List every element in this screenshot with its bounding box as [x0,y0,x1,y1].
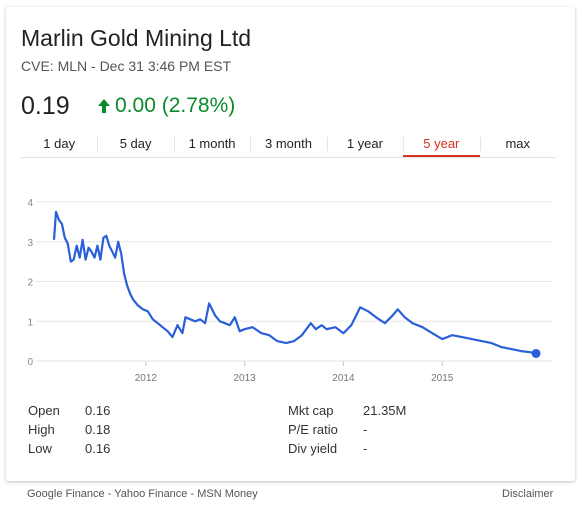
y-tick-label: 4 [27,198,33,209]
stat-label: P/E ratio [288,422,338,437]
stat-low: Low 0.16 [28,441,110,456]
stat-label: Div yield [288,441,338,456]
series-line [52,210,537,355]
stat-label: Mkt cap [288,403,334,418]
x-tick-label: 2015 [431,373,454,384]
ticker-timestamp: CVE: MLN - Dec 31 3:46 PM EST [21,58,232,74]
tab-5-day[interactable]: 5 day [97,133,173,157]
stat-label: High [28,422,55,437]
range-tabs: 1 day 5 day 1 month 3 month 1 year 5 yea… [21,133,556,158]
y-tick-label: 3 [27,238,33,249]
current-price: 0.19 [21,92,70,120]
stat-div-yield: Div yield - [288,441,367,456]
y-axis: 0 1 2 3 4 [27,198,33,368]
stat-mkt-cap: Mkt cap 21.35M [288,403,406,418]
stat-value: 0.18 [85,422,111,437]
y-tick-label: 1 [27,317,33,328]
stat-value: 0.16 [85,441,111,456]
tab-1-month[interactable]: 1 month [173,133,250,157]
up-arrow-icon [98,99,110,113]
price-chart: 0 1 2 3 4 2012 2013 2014 2015 [27,198,552,384]
tab-max[interactable]: max [479,133,556,157]
stat-value: 21.35M [363,403,407,418]
tab-1-day[interactable]: 1 day [43,136,76,151]
x-tick-label: 2013 [234,373,257,384]
x-axis: 2012 2013 2014 2015 [135,361,454,384]
tab-1-year[interactable]: 1 year [326,133,403,157]
stat-value: - [363,441,368,456]
stat-high: High 0.18 [28,422,110,437]
stat-pe-ratio: P/E ratio - [288,422,367,437]
x-tick-label: 2012 [135,373,158,384]
change-value: 0.00 (2.78%) [115,94,236,117]
stat-value: 0.16 [85,403,111,418]
chart-grid [36,201,552,362]
finance-card [6,7,575,481]
company-name: Marlin Gold Mining Ltd [21,25,252,51]
chart-series [52,210,541,358]
price-change: 0.00 (2.78%) [97,94,235,118]
last-point-marker [531,348,541,358]
stat-open: Open 0.16 [28,403,110,418]
stat-label: Open [28,403,60,418]
source-links[interactable]: Google Finance - Yahoo Finance - MSN Mon… [27,488,258,500]
stat-label: Low [28,441,52,456]
x-tick-label: 2014 [332,373,355,384]
stat-value: - [363,422,368,437]
tab-3-month[interactable]: 3 month [250,133,326,157]
y-tick-label: 0 [27,357,33,368]
y-tick-label: 2 [27,278,33,289]
tab-5-year[interactable]: 5 year [403,133,480,157]
disclaimer-link[interactable]: Disclaimer [502,488,554,500]
